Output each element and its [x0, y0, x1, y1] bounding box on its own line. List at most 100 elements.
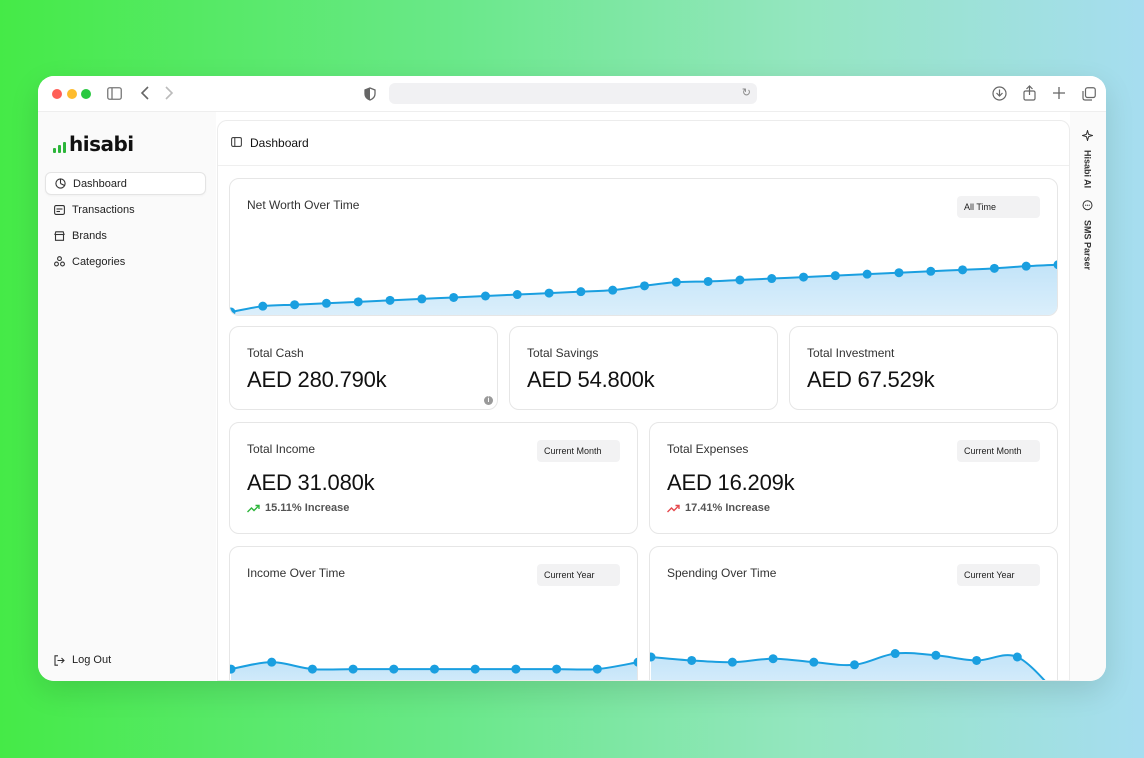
- stat-title: Total Savings: [527, 346, 599, 360]
- spending-point[interactable]: [768, 654, 778, 664]
- spending-over-time-filter-select[interactable]: Current Year: [957, 564, 1040, 586]
- net-worth-point[interactable]: [862, 269, 872, 279]
- income-title: Total Income: [247, 442, 316, 456]
- net-worth-point[interactable]: [1053, 260, 1059, 270]
- net-worth-point[interactable]: [512, 290, 522, 300]
- income-point[interactable]: [307, 664, 317, 674]
- sms-parser-tab[interactable]: SMS Parser: [1082, 198, 1093, 270]
- minimize-window-button[interactable]: [67, 89, 77, 99]
- net-worth-point[interactable]: [989, 263, 999, 273]
- net-worth-point[interactable]: [608, 285, 618, 295]
- spending-point[interactable]: [890, 649, 900, 659]
- net-worth-point[interactable]: [449, 292, 459, 302]
- income-point[interactable]: [230, 664, 236, 674]
- total-expenses-card: Total Expenses Current Month AED 16.209k…: [649, 422, 1058, 534]
- net-worth-point[interactable]: [830, 271, 840, 281]
- income-point[interactable]: [470, 664, 480, 674]
- spending-point[interactable]: [931, 650, 941, 660]
- income-over-time-filter-select[interactable]: Current Year: [537, 564, 620, 586]
- sms-parser-label: SMS Parser: [1082, 220, 1093, 271]
- main-header: Dashboard: [218, 121, 1069, 166]
- tab-overview-icon[interactable]: [1082, 87, 1096, 101]
- app-logo[interactable]: hisabi: [53, 132, 134, 156]
- logo-bars-icon: [53, 142, 66, 153]
- sidebar-item-categories[interactable]: Categories: [45, 250, 206, 273]
- maximize-window-button[interactable]: [81, 89, 91, 99]
- back-icon[interactable]: [140, 86, 150, 100]
- transactions-icon: [52, 203, 66, 217]
- forward-icon[interactable]: [164, 86, 174, 100]
- net-worth-point[interactable]: [767, 274, 777, 284]
- spending-point[interactable]: [809, 657, 819, 667]
- net-worth-point[interactable]: [1021, 261, 1031, 271]
- net-worth-point[interactable]: [417, 294, 427, 304]
- net-worth-point[interactable]: [671, 277, 681, 287]
- main-content: Dashboard Net Worth Over Time All Time T…: [217, 120, 1070, 681]
- info-icon[interactable]: i: [484, 396, 493, 405]
- income-over-time-chart: [230, 657, 639, 680]
- spending-over-time-card: Spending Over Time Current Year: [649, 546, 1058, 680]
- expenses-filter-select[interactable]: Current Month: [957, 440, 1040, 462]
- logout-icon: [52, 653, 66, 667]
- net-worth-point[interactable]: [926, 266, 936, 276]
- net-worth-point[interactable]: [576, 287, 586, 297]
- logout-button[interactable]: Log Out: [52, 653, 111, 667]
- reload-icon[interactable]: ↻: [741, 87, 751, 99]
- spending-point[interactable]: [727, 657, 737, 667]
- net-worth-point[interactable]: [290, 300, 300, 310]
- net-worth-point[interactable]: [353, 297, 363, 307]
- net-worth-point[interactable]: [799, 272, 809, 282]
- sidebar-item-brands[interactable]: Brands: [45, 224, 206, 247]
- net-worth-point[interactable]: [544, 288, 554, 298]
- net-worth-point[interactable]: [385, 295, 395, 305]
- sidebar-toggle-icon[interactable]: [107, 87, 122, 100]
- spending-point[interactable]: [850, 660, 859, 670]
- sidebar-item-label: Dashboard: [73, 177, 127, 190]
- total-investment-value: AED 67.529k: [807, 367, 935, 392]
- spending-point[interactable]: [1012, 652, 1022, 662]
- address-bar[interactable]: ↻: [389, 83, 757, 104]
- download-icon[interactable]: [992, 86, 1007, 101]
- sidebar: hisabi Dashboard Transactions Brands: [38, 112, 216, 681]
- net-worth-point[interactable]: [480, 291, 490, 301]
- income-over-time-card: Income Over Time Current Year: [229, 546, 639, 680]
- spending-point[interactable]: [650, 652, 656, 662]
- spending-area: [651, 652, 1045, 680]
- spending-point[interactable]: [972, 655, 982, 665]
- sidebar-item-transactions[interactable]: Transactions: [45, 198, 206, 221]
- sidebar-item-dashboard[interactable]: Dashboard: [45, 172, 206, 195]
- income-point[interactable]: [348, 664, 358, 674]
- net-worth-point[interactable]: [958, 265, 968, 275]
- new-tab-icon[interactable]: [1053, 87, 1065, 99]
- income-change: 15.11% Increase: [247, 502, 349, 514]
- hisabi-ai-tab[interactable]: Hisabi AI: [1080, 128, 1095, 189]
- income-point[interactable]: [430, 664, 439, 674]
- net-worth-point[interactable]: [230, 307, 236, 317]
- total-cash-card: Total Cash AED 280.790k i: [229, 326, 498, 410]
- spending-over-time-title: Spending Over Time: [667, 566, 777, 580]
- trend-up-icon: [667, 504, 680, 512]
- net-worth-point[interactable]: [321, 298, 331, 308]
- stat-title: Total Cash: [247, 346, 304, 360]
- hisabi-ai-label: Hisabi AI: [1082, 150, 1093, 189]
- privacy-shield-icon[interactable]: [364, 87, 376, 101]
- net-worth-point[interactable]: [703, 276, 713, 286]
- share-icon[interactable]: [1023, 85, 1036, 101]
- panel-toggle-icon[interactable]: [231, 134, 242, 152]
- spending-point[interactable]: [687, 655, 697, 665]
- net-worth-point[interactable]: [894, 268, 904, 278]
- income-point[interactable]: [267, 657, 277, 667]
- income-point[interactable]: [511, 664, 521, 674]
- income-point[interactable]: [389, 664, 399, 674]
- income-point[interactable]: [592, 664, 602, 674]
- logout-label: Log Out: [72, 654, 112, 666]
- income-filter-select[interactable]: Current Month: [537, 440, 620, 462]
- net-worth-point[interactable]: [258, 301, 268, 311]
- total-income-value: AED 31.080k: [247, 470, 375, 495]
- income-point[interactable]: [552, 664, 562, 674]
- net-worth-filter-select[interactable]: All Time: [957, 196, 1040, 218]
- income-point[interactable]: [633, 657, 639, 667]
- net-worth-point[interactable]: [640, 281, 649, 291]
- net-worth-point[interactable]: [735, 275, 745, 285]
- close-window-button[interactable]: [52, 89, 62, 99]
